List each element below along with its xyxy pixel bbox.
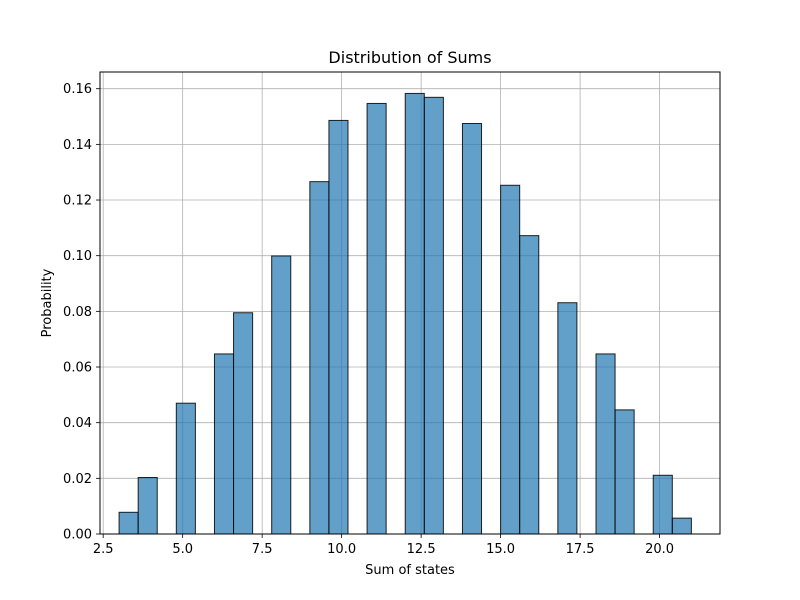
y-tick-label: 0.08	[63, 305, 92, 320]
y-tick-label: 0.10	[63, 249, 92, 264]
y-tick-label: 0.00	[63, 528, 92, 543]
x-axis-label: Sum of states	[365, 563, 455, 578]
y-tick-label: 0.06	[63, 361, 92, 376]
histogram-bar	[309, 181, 330, 535]
histogram-bar	[423, 96, 444, 535]
histogram-bar	[137, 477, 158, 535]
x-tick-label: 5.0	[172, 542, 193, 557]
histogram-bar	[213, 353, 235, 535]
x-tick-label: 2.5	[93, 542, 114, 557]
histogram-bar	[328, 119, 349, 535]
histogram-bar	[366, 102, 387, 535]
y-tick-label: 0.16	[63, 82, 92, 97]
x-tick-label: 20.0	[645, 542, 674, 557]
histogram-bar	[404, 92, 425, 535]
histogram-bar	[233, 312, 254, 535]
histogram-bar	[557, 302, 578, 535]
x-tick-label: 10.0	[327, 542, 356, 557]
tick-layer: 2.5 5.0 7.5 10.0 12.5 15.0 17.5 20.0 0.00 0.02 0.0…	[63, 82, 674, 557]
histogram-bar	[175, 402, 196, 535]
bar-layer	[118, 92, 692, 535]
histogram-bar	[614, 409, 635, 535]
y-tick-label: 0.04	[63, 416, 92, 431]
chart-title: Distribution of Sums	[328, 48, 491, 67]
x-tick-label: 7.5	[252, 542, 273, 557]
x-tick-label: 17.5	[566, 542, 595, 557]
x-tick-label: 12.5	[407, 542, 436, 557]
y-tick-label: 0.14	[63, 138, 92, 153]
histogram-bar	[271, 255, 292, 535]
histogram-bar	[595, 353, 616, 535]
histogram-bar	[118, 511, 139, 535]
histogram-bar	[519, 235, 540, 535]
histogram-bar	[461, 122, 483, 535]
x-tick-label: 15.0	[486, 542, 515, 557]
histogram-bar	[671, 517, 692, 535]
y-axis-label: Probability	[40, 268, 55, 337]
histogram-bar	[652, 474, 673, 535]
histogram-bar	[500, 184, 521, 535]
plot-frame	[99, 71, 721, 535]
y-tick-label: 0.02	[63, 472, 92, 487]
y-tick-label: 0.12	[63, 194, 92, 209]
